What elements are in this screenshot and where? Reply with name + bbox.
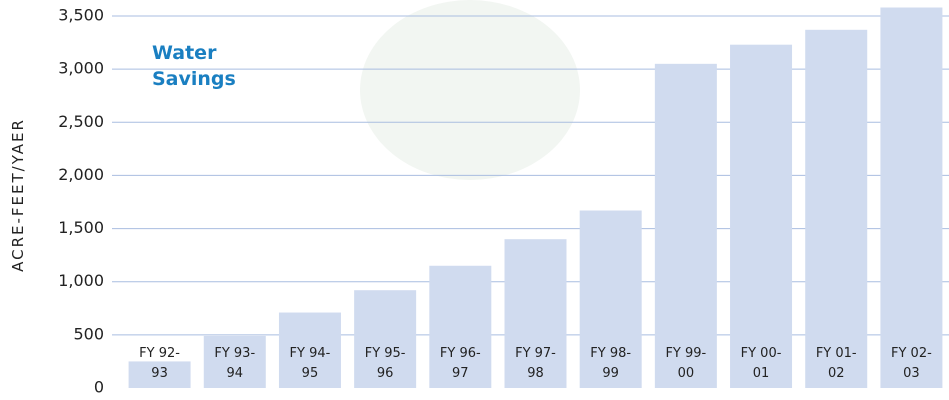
x-tick-label: FY 99-00 [665,346,707,381]
bar [654,63,717,388]
bar [880,7,943,389]
x-tick-label: FY 02-03 [891,346,932,381]
bar [579,210,642,388]
y-tick-label: 3,000 [58,59,104,78]
x-tick-label: FY 95-96 [364,346,406,381]
y-axis-label: ACRE-FEET/YAER [9,118,27,272]
bar [354,290,417,388]
bar [128,361,191,388]
x-tick-label: FY 97-98 [515,346,556,381]
y-tick-label: 3,500 [58,6,104,25]
x-tick-label: FY 94-95 [289,346,331,381]
bar [805,29,868,389]
x-tick-label: FY 93-94 [214,346,256,381]
x-tick-label: FY 01-02 [815,346,857,381]
bar [278,312,341,388]
y-tick-label: 2,500 [58,112,104,131]
y-tick-label: 1,500 [58,218,104,237]
x-tick-label: FY 92-93 [139,346,180,381]
x-tick-label: FY 96-97 [439,346,481,381]
bar [730,44,793,388]
bar [429,265,492,388]
x-tick-label: FY 00-01 [740,346,782,381]
y-tick-label: 2,000 [58,165,104,184]
x-tick-label: FY 98-99 [590,346,632,381]
y-tick-label: 500 [73,324,104,343]
chart-title: Water Savings [152,42,236,90]
watermark [360,0,580,180]
y-tick-label: 1,000 [58,271,104,290]
bar [203,335,266,388]
y-tick-label: 0 [94,378,104,397]
bar [504,239,567,388]
